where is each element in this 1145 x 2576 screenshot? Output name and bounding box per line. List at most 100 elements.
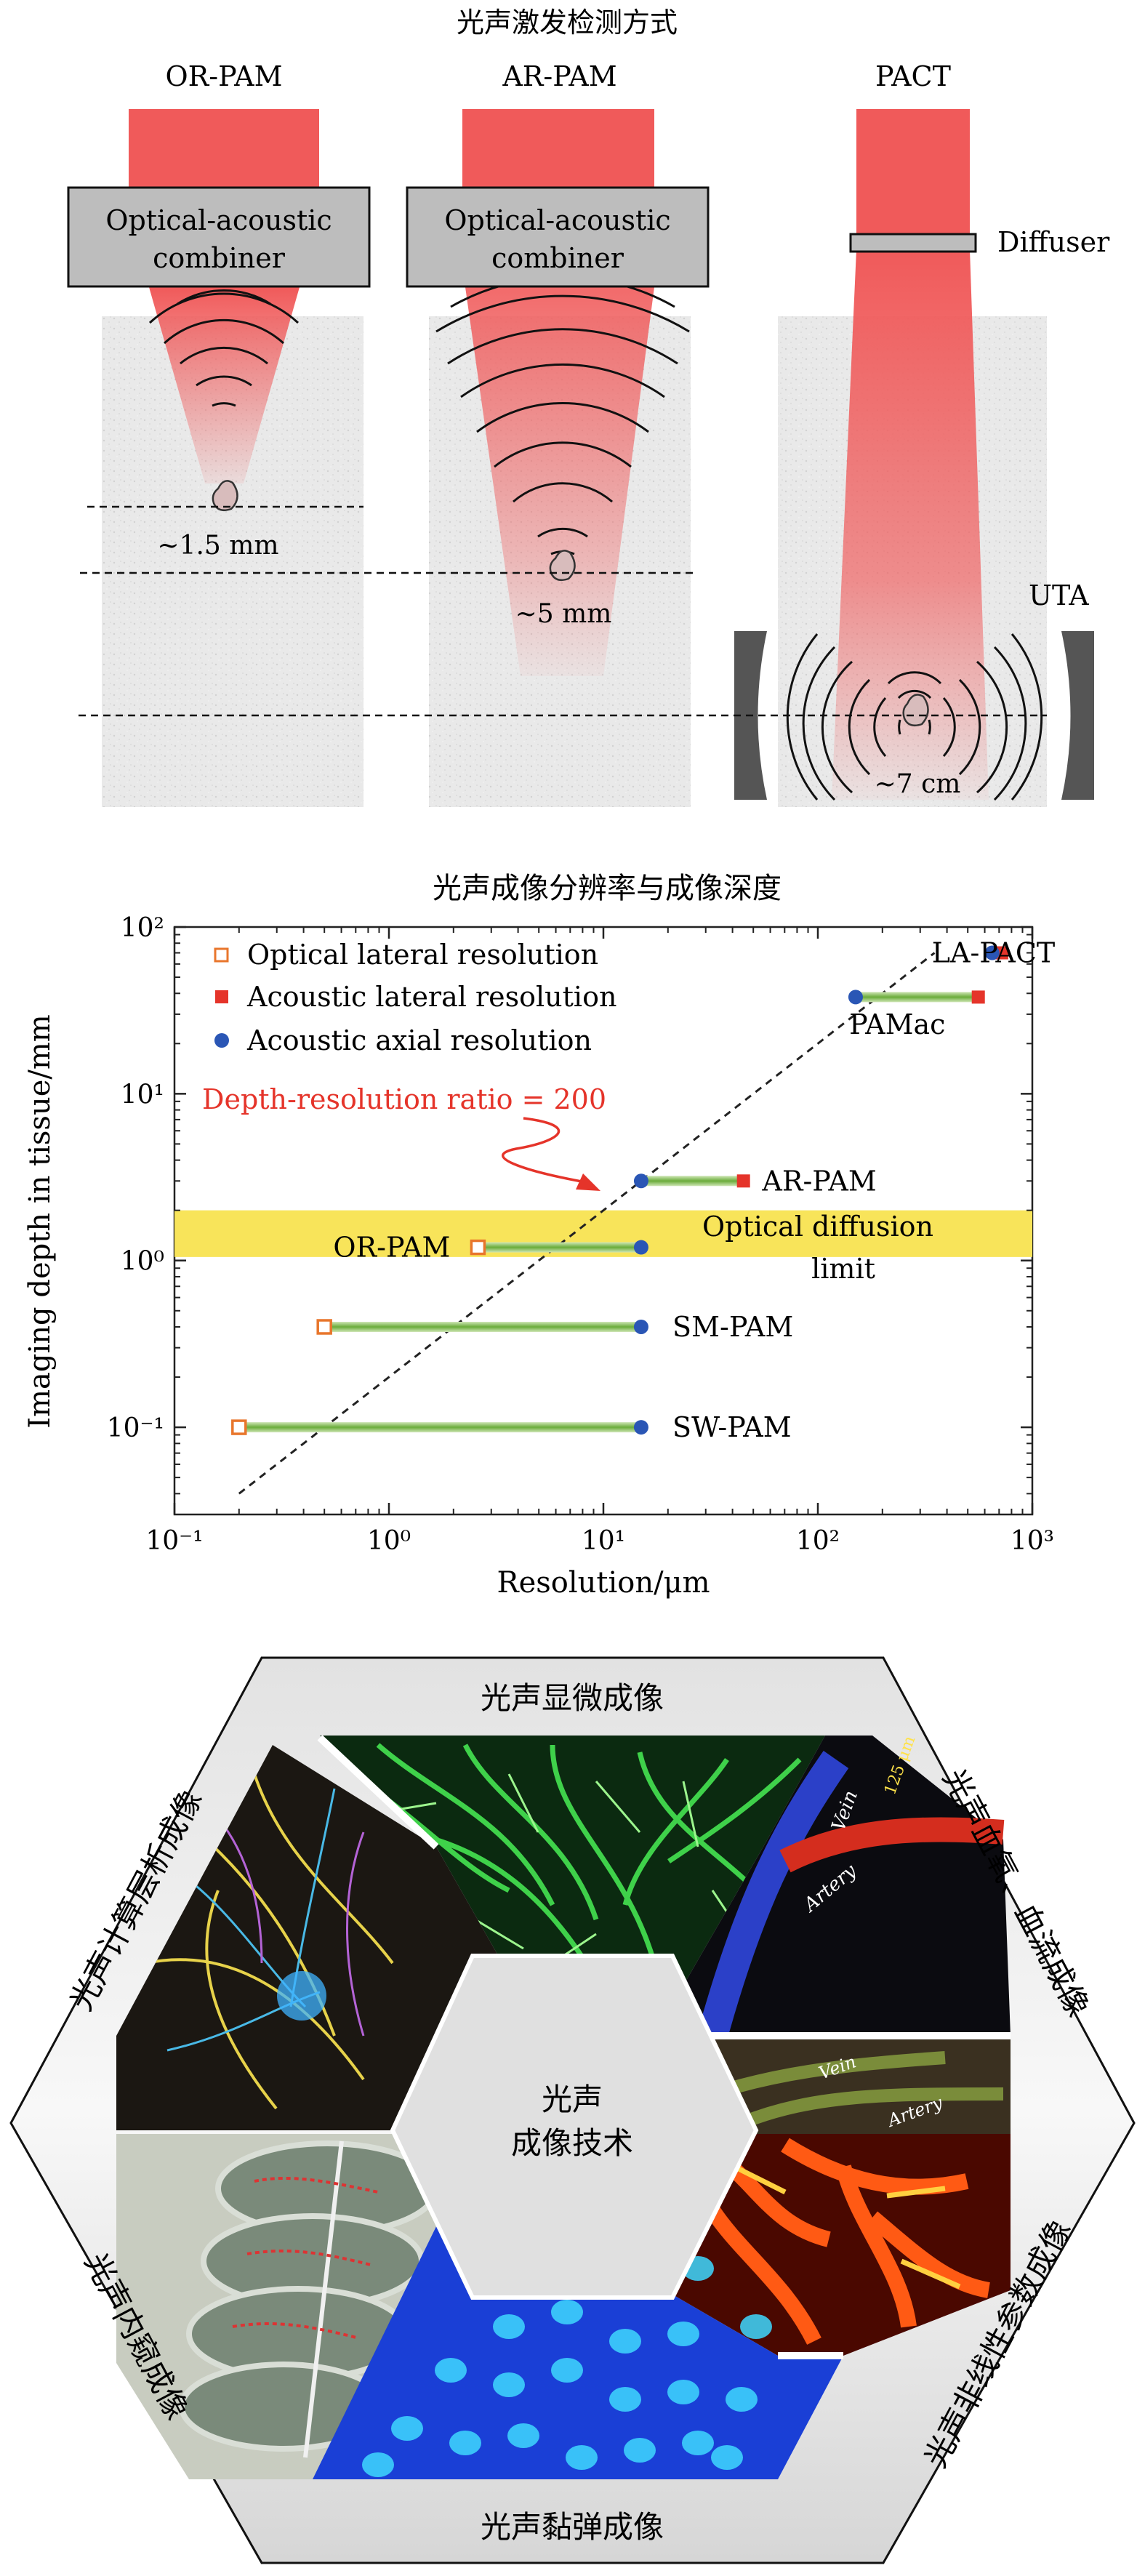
x-tick-label: 10⁰ [367, 1526, 411, 1556]
acoustic-axial-point [633, 1173, 648, 1189]
elastic-cell [493, 2372, 525, 2397]
ar-combiner-line1: Optical-acoustic [444, 204, 670, 236]
x-tick-label: 10³ [1011, 1526, 1054, 1556]
technique-label: SW-PAM [672, 1411, 792, 1443]
panel-b-title: 光声成像分辨率与成像深度 [433, 872, 782, 905]
uta-label: UTA [1029, 579, 1089, 611]
y-tick-label: 10⁰ [121, 1247, 164, 1277]
elastic-cell [711, 2445, 743, 2470]
technique-label: LA-PACT [932, 937, 1055, 969]
ar-pam-label: AR-PAM [502, 60, 616, 92]
x-axis-label: Resolution/μm [497, 1566, 710, 1600]
legend-marker-axial [214, 1033, 229, 1048]
pact-acoustic-waves [786, 633, 1043, 801]
x-tick-label: 10² [796, 1526, 840, 1556]
elastic-cell [682, 2431, 714, 2455]
pact-label: PACT [875, 60, 951, 92]
legend-optical-label: Optical lateral resolution [247, 939, 598, 971]
or-combiner [67, 186, 371, 288]
or-combiner-line2: combiner [153, 242, 286, 274]
resolution-range-bar [855, 992, 979, 1003]
technique-label: PAMac [849, 1008, 945, 1040]
elastic-cell [609, 2387, 641, 2412]
panel-b: 光声成像分辨率与成像深度 10⁻¹ 10⁰ 10¹ 10² 10³10⁻¹10⁰10¹1… [23, 872, 1055, 1600]
y-tick-label: 10¹ [121, 1080, 164, 1110]
elastic-cell [551, 2300, 583, 2324]
elastic-cell [667, 2380, 699, 2404]
pact-absorber [902, 694, 929, 726]
center-hexagon [390, 1954, 759, 2300]
acoustic-axial-point [633, 1319, 648, 1334]
optical-lateral-point [470, 1239, 486, 1256]
elastic-cell [624, 2438, 656, 2463]
resolution-range-bar [478, 1242, 641, 1253]
legend: Optical lateral resolution Acoustic late… [214, 939, 616, 1056]
image-endo-signal [232, 2176, 379, 2339]
acoustic-axial-point [984, 945, 1000, 960]
ratio-line [238, 952, 936, 1495]
technique-label: SM-PAM [672, 1311, 793, 1343]
resolution-range-bar [238, 1422, 641, 1433]
image-blood: Vein Artery 125 μm Vein Artery [654, 1733, 1011, 2134]
points-layer [231, 945, 1008, 1435]
or-pam-label: OR-PAM [165, 60, 282, 92]
ar-depth-label: ~5 mm [515, 599, 612, 629]
pact-uta-right [1061, 631, 1094, 800]
y-tick-label: 10² [121, 913, 164, 943]
or-absorber [212, 480, 238, 511]
ar-combiner [406, 186, 710, 288]
axis-ticks-layer: 10⁻¹ 10⁰ 10¹ 10² 10³ 10⁻¹ 10⁰ 10¹ 10² [107, 913, 1054, 1556]
ratio-annotation: Depth-resolution ratio = 200 [202, 1083, 606, 1115]
segments-layer [238, 992, 979, 1433]
image-micro-vessels [333, 1743, 802, 2008]
y-axis-label: Imaging depth in tissue/mm [23, 1014, 57, 1428]
ar-beam [462, 109, 654, 189]
resolution-range-bar [640, 1176, 744, 1187]
ratio-line-layer [238, 952, 936, 1495]
panel-a-title: 光声激发检测方式 [457, 7, 678, 39]
legend-axial-label: Acoustic axial resolution [246, 1024, 592, 1056]
elastic-cell [566, 2445, 598, 2470]
diffuser-label: Diffuser [997, 226, 1110, 258]
optical-limit-label-1: Optical diffusion [702, 1211, 933, 1243]
technique-label: OR-PAM [333, 1232, 450, 1264]
image-nonlinear-vessels [705, 2138, 991, 2345]
elastic-cell [493, 2314, 525, 2339]
image-endoscopic [116, 2134, 473, 2479]
center-label-line2: 成像技术 [511, 2125, 633, 2161]
ratio-arrow [502, 1117, 582, 1183]
annotations-layer: LA-PACT PAMac AR-PAM OR-PAM SM-PAM SW-PAM [333, 937, 1055, 1444]
elastic-cell [726, 2387, 758, 2412]
y-tick-label: 10⁻¹ [107, 1413, 164, 1443]
or-beam [129, 109, 319, 189]
section-label-elastic: 光声黏弹成像 [481, 2509, 664, 2545]
elastic-cell [609, 2329, 641, 2354]
legend-marker-optical [214, 947, 229, 963]
pact-beam-top [856, 109, 970, 236]
resolution-range-bar [324, 1321, 641, 1332]
center-label-line1: 光声 [542, 2082, 603, 2117]
ratio-arrow-head [576, 1173, 600, 1191]
image-blood-artery [779, 1817, 1005, 1873]
image-blood-vein [697, 1750, 849, 2040]
elastic-cell [391, 2416, 423, 2441]
panel-c: Vein Artery 125 μm Vein Artery [9, 1656, 1136, 2564]
optical-lateral-point [316, 1319, 332, 1335]
acoustic-lateral-point [736, 1174, 750, 1188]
legend-acoustic-lateral-label: Acoustic lateral resolution [246, 981, 616, 1013]
legend-marker-acoustic-lateral [215, 990, 228, 1003]
acoustic-lateral-point [971, 990, 985, 1004]
or-focus-cone [149, 287, 300, 483]
pact-beam [832, 250, 989, 800]
x-tick-label: 10⁻¹ [145, 1526, 203, 1556]
ar-beam-cone [465, 287, 654, 676]
elastic-cell [740, 2314, 772, 2339]
elastic-cell [507, 2423, 539, 2448]
image-endo-probe [303, 2140, 344, 2458]
diffuser [849, 233, 977, 253]
acoustic-axial-point [633, 1240, 648, 1255]
image-ct-tumor [277, 1971, 326, 2021]
image-elastic-cells [362, 2242, 772, 2477]
or-acoustic-waves [148, 289, 300, 407]
